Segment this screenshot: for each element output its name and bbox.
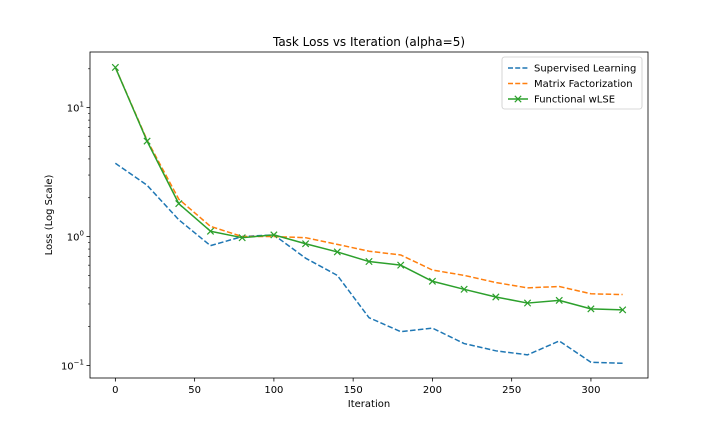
series-0 [114,162,623,365]
series-2-point-1 [143,137,151,145]
chart-title: Task Loss vs Iteration (alpha=5) [272,35,465,49]
series-2-point-10 [428,277,437,285]
series-2-point-13 [523,299,532,307]
series-2-point-14 [555,296,563,304]
series-2-point-12 [492,293,500,301]
plot-frame [89,51,649,379]
legend-label-2: Functional wLSE [534,95,615,106]
series-line-0 [114,162,623,365]
series-2-point-16 [619,306,627,314]
series-2-point-9 [397,261,405,269]
series-2 [111,63,627,314]
series-layer [111,63,627,365]
y-tick-label-1: 100 [67,230,84,244]
x-tick-label-0: 0 [112,385,118,396]
legend-entry-0: Supervised Learning [508,64,636,75]
series-2-point-11 [460,285,468,293]
series-2-point-8 [365,257,373,266]
series-2-point-2 [175,200,183,208]
series-2-point-7 [333,248,341,256]
legend-entry-1: Matrix Factorization [508,79,633,90]
y-axis-label: Loss (Log Scale) [44,174,55,255]
legend-marker-2 [514,95,522,103]
legend-label-0: Supervised Learning [534,64,636,75]
axes-layer: 0 50 100 150 200 250 300 10−1 100 101 [61,51,649,396]
series-line-1 [114,67,623,296]
y-tick-label-2: 101 [67,101,84,115]
series-2-point-15 [587,305,595,313]
legend: Supervised Learning Matrix Factorization F… [501,56,643,110]
x-tick-label-4: 200 [423,385,442,396]
legend-entry-2: Functional wLSE [508,95,615,106]
series-2-point-6 [301,240,310,248]
x-tick-label-3: 150 [344,385,363,396]
y-tick-label-0: 10−1 [61,359,84,373]
x-axis-label: Iteration [348,399,390,410]
series-2-point-3 [206,227,215,235]
x-tick-label-5: 250 [502,385,521,396]
x-tick-label-2: 100 [264,385,283,396]
series-2-point-5 [270,231,278,239]
series-2-point-4 [238,234,246,242]
x-tick-label-6: 300 [581,385,600,396]
series-1 [114,67,623,296]
series-2-point-0 [111,63,119,72]
legend-box [501,56,643,110]
legend-label-1: Matrix Factorization [534,79,633,90]
x-tick-label-1: 50 [188,385,201,396]
